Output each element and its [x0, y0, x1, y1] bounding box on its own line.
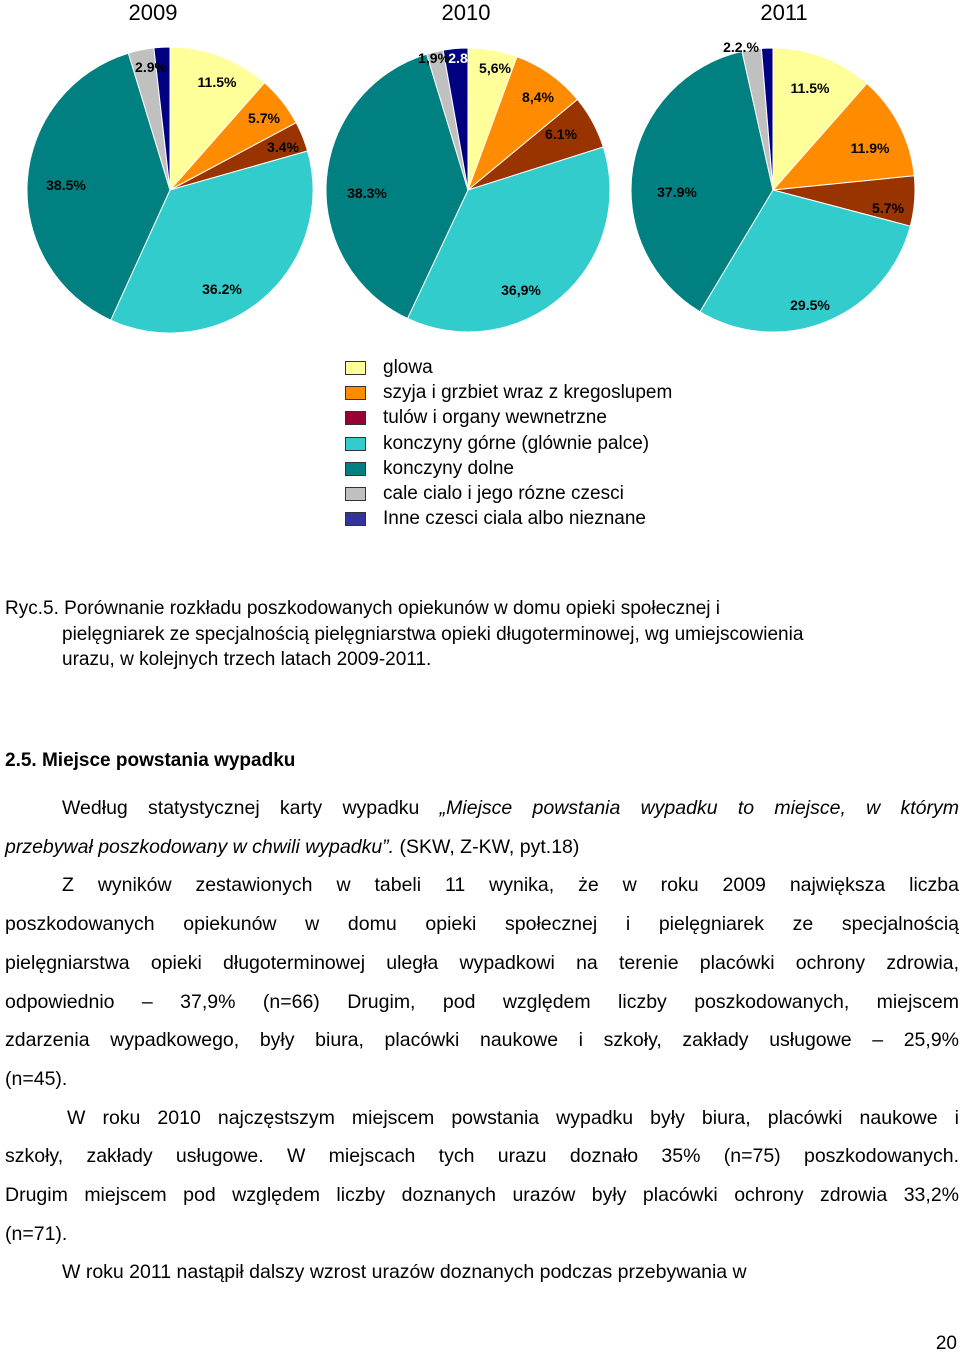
- chart-title-2009: 2009: [129, 0, 178, 25]
- legend-label: Inne czesci ciala albo nieznane: [383, 508, 647, 530]
- caption-line-1: Ryc.5. Porównanie rozkładu poszkodowanyc…: [5, 598, 721, 619]
- paragraph-2011: W roku 2011 nastąpił dalszy wzrost urazó…: [5, 1253, 959, 1292]
- pie-chart-2010: 2010 5,6% 8,4% 6.1% 36,9% 38.3% 1,9%2.8: [325, 0, 611, 333]
- definition-paragraph: Według statystycznej karty wypadku „Miej…: [5, 789, 959, 866]
- text-line: pielęgniarstwa opieki długoterminowej ul…: [5, 951, 959, 974]
- text-line: (n=71).: [5, 1222, 68, 1245]
- caption-line-3: urazu, w kolejnych trzech latach 2009-20…: [62, 649, 432, 670]
- data-label-2009-4: 38.5%: [46, 177, 86, 193]
- legend-label: glowa: [383, 356, 433, 378]
- text-line: szkoły, zakłady usługowe. W miejscach ty…: [5, 1145, 959, 1168]
- pie-slice-2011-0: [772, 47, 868, 192]
- definition-prefix: Według statystycznej karty wypadku: [62, 797, 440, 819]
- legend-swatch: [345, 512, 366, 527]
- definition-quote-end: przebywał poszkodowany w chwili wypadku”…: [5, 835, 395, 858]
- legend-swatch: [345, 436, 366, 451]
- data-label-2011-4: 37.9%: [657, 184, 697, 200]
- data-label-2009-1: 5.7%: [248, 110, 280, 126]
- data-label-2010-0: 5,6%: [479, 60, 511, 76]
- legend-label: konczyny górne (glównie palce): [383, 432, 650, 454]
- data-label-2011-1: 11.9%: [851, 140, 890, 156]
- legend-label: tulów i organy wewnetrzne: [383, 407, 607, 429]
- pie-slice-2011-3: [699, 189, 911, 333]
- data-label-2009-0: 11.5%: [198, 74, 237, 90]
- legend-item: Inne czesci ciala albo nieznane: [345, 507, 765, 532]
- page-number: 20: [935, 1333, 957, 1354]
- text-line: Drugim miejscem pod względem liczby dozn…: [5, 1184, 959, 1207]
- data-label-2010-1: 8,4%: [522, 89, 554, 105]
- legend-label: konczyny dolne: [383, 457, 514, 479]
- text-line: Z wyników zestawionych w tabeli 11 wynik…: [62, 874, 959, 897]
- definition-line-2: przebywał poszkodowany w chwili wypadku”…: [5, 828, 959, 867]
- data-label-2009-5: 2.9%: [135, 59, 167, 75]
- data-label-2010-4: 38.3%: [347, 185, 387, 201]
- paragraph-2010: W roku 2010 najczęstszym miejscem powsta…: [5, 1099, 959, 1254]
- definition-source: (SKW, Z-KW, pyt.18): [394, 835, 580, 858]
- data-label-2009-2: 3.4%: [267, 139, 299, 155]
- pie-slice-2011-6: [760, 47, 774, 191]
- data-label-2010-2: 6.1%: [545, 126, 577, 142]
- pie-chart-2009: 2009 11.5% 5.7% 3.4% 36.2% 38.5% 2.9%: [26, 0, 314, 334]
- pie-slice-2010-6: [442, 47, 469, 191]
- figure-caption: Ryc.5. Porównanie rozkładu poszkodowanyc…: [5, 596, 950, 673]
- pie-slice-2009-0: [169, 46, 266, 192]
- pie-chart-2011: 2011 11.5% 11.9% 5.7% 29.5% 37.9% 2.2.%: [630, 0, 916, 333]
- pie-slice-2009-4: [26, 52, 171, 321]
- legend-item: glowa: [345, 355, 765, 380]
- data-label-2010-5: 1,9%: [418, 50, 450, 66]
- legend-swatch: [345, 385, 366, 400]
- legend-swatch: [345, 411, 366, 426]
- chart-title-2011: 2011: [760, 0, 807, 25]
- definition-line-1: Według statystycznej karty wypadku „Miej…: [5, 789, 959, 828]
- data-label-2009-3: 36.2%: [202, 281, 242, 297]
- legend-swatch: [345, 487, 366, 502]
- data-label-2011-5: 2.2.%: [723, 39, 759, 55]
- text-line: W roku 2011 nastąpił dalszy wzrost urazó…: [62, 1261, 747, 1284]
- text-line: poszkodowanych opiekunów w domu opieki s…: [5, 913, 959, 936]
- text-line: W roku 2010 najczęstszym miejscem powsta…: [67, 1106, 959, 1129]
- legend-label: cale cialo i jego rózne czesci: [383, 483, 624, 505]
- section-2-5: 2.5. Miejsce powstania wypadku Według st…: [5, 748, 959, 1292]
- data-label-2011-0: 11.5%: [791, 80, 830, 96]
- text-line: (n=45).: [5, 1067, 68, 1090]
- chart-title-2010: 2010: [442, 0, 491, 25]
- legend-item: szyja i grzbiet wraz z kregoslupem: [345, 380, 765, 405]
- definition-quote-start: „Miejsce powstania wypadku to miejsce, w…: [439, 797, 959, 819]
- text-line: zdarzenia wypadkowego, były biura, placó…: [5, 1029, 959, 1052]
- pie-slice-2009-3: [110, 150, 314, 334]
- pie-slice-2011-4: [630, 50, 774, 313]
- legend-swatch: [345, 461, 366, 476]
- pie-slice-2009-6: [153, 46, 171, 191]
- legend-item: konczyny górne (glównie palce): [345, 431, 765, 456]
- legend-swatch: [345, 360, 366, 375]
- caption-line-2: pielęgniarek ze specjalnością pielęgniar…: [62, 623, 804, 645]
- legend-label: szyja i grzbiet wraz z kregoslupem: [383, 381, 673, 403]
- data-label-2010-6: 2.8: [448, 50, 468, 66]
- pie-slice-2010-3: [406, 146, 611, 333]
- legend-item: tulów i organy wewnetrzne: [345, 406, 765, 431]
- data-label-2011-2: 5.7%: [872, 200, 904, 216]
- legend-item: konczyny dolne: [345, 456, 765, 481]
- pie-slice-2011-1: [771, 82, 915, 191]
- data-label-2010-3: 36,9%: [501, 282, 541, 298]
- pie-charts-figure: 2009 11.5% 5.7% 3.4% 36.2% 38.5% 2.9% 2010 5,6% 8…: [26, 0, 916, 334]
- text-line: odpowiednio – 37,9% (n=66) Drugim, pod w…: [5, 990, 959, 1013]
- chart-legend: glowa szyja i grzbiet wraz z kregoslupem t…: [345, 355, 765, 532]
- pie-slice-2010-4: [325, 53, 469, 320]
- legend-item: cale cialo i jego rózne czesci: [345, 481, 765, 506]
- section-heading: 2.5. Miejsce powstania wypadku: [5, 750, 296, 771]
- paragraph-2009: Z wyników zestawionych w tabeli 11 wynik…: [5, 866, 959, 1098]
- data-label-2011-3: 29.5%: [790, 297, 830, 313]
